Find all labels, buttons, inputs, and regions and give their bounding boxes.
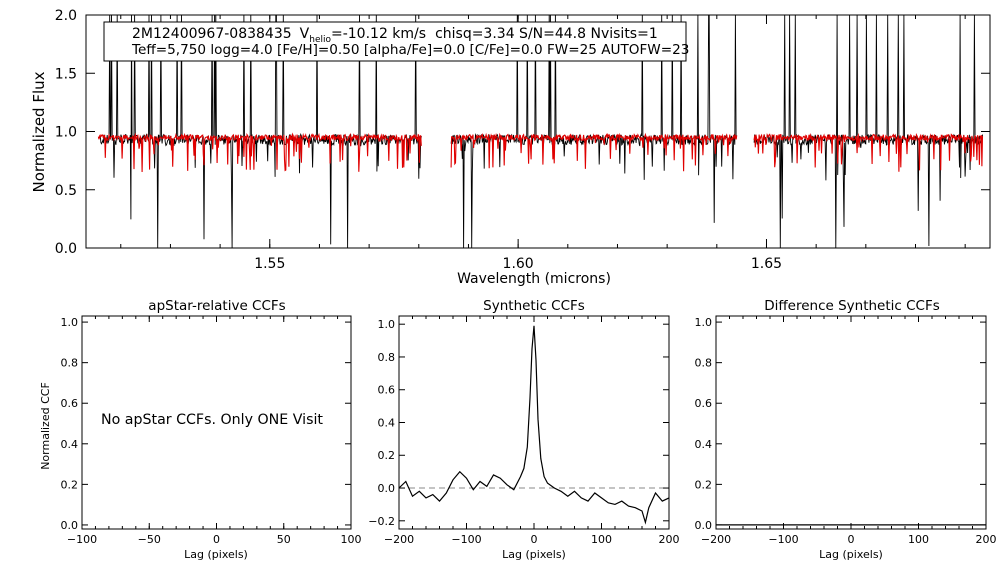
synthetic-ccf-x-axis-label: Lag (pixels) [502, 548, 566, 561]
y-tick-label: 0.0 [378, 482, 396, 495]
synthetic-ccf-series [398, 325, 670, 525]
synthetic-ccf-frame [398, 315, 670, 530]
y-tick-label: 0.8 [378, 351, 396, 364]
difference-ccf-ticks: −200 −100 0 100 200 0.0 0.2 0.4 0.6 0.8 1.0 [695, 316, 997, 546]
spectrum-y-tick-label: 0.5 [55, 183, 77, 199]
info-star-id: 2M12400967-0838435 [132, 26, 292, 42]
spectrum-x-tick-label: 1.60 [503, 256, 534, 272]
apstar-ccf-ticks: −100 −50 0 50 100 0.0 0.2 0.4 0.6 0.8 1.0 [61, 316, 362, 546]
x-tick-label: −200 [384, 533, 414, 546]
spectrum-y-axis-label: Normalized Flux [30, 71, 48, 192]
model-spectrum-chip-3 [753, 132, 984, 172]
y-tick-label: 0.0 [61, 519, 79, 532]
model-spectrum-chip-1 [97, 132, 422, 173]
apstar-ccf-x-axis-label: Lag (pixels) [184, 548, 248, 561]
apstar-ccf-y-axis-label: Normalized CCF [39, 382, 52, 470]
model-spectrum-chip-2 [450, 132, 738, 172]
spectrum-info-box: 2M12400967-0838435 Vhelio=-10.12 km/s chis… [103, 21, 689, 62]
spectrum-panel: 1.55 1.60 1.65 0.0 0.5 1.0 1.5 2.0 Wavelength … [30, 8, 991, 287]
x-tick-label: 200 [976, 533, 997, 546]
x-tick-label: 100 [908, 533, 929, 546]
spectrum-y-tick-label: 1.0 [55, 125, 77, 141]
x-tick-label: 0 [848, 533, 855, 546]
y-tick-label: 0.6 [378, 384, 396, 397]
apstar-ccf-annotation: No apStar CCFs. Only ONE Visit [101, 412, 323, 428]
y-tick-label: 0.0 [695, 519, 713, 532]
y-tick-label: 0.2 [61, 478, 79, 491]
x-tick-label: 200 [659, 533, 680, 546]
info-line-2: Teff=5,750 logg=4.0 [Fe/H]=0.50 [alpha/F… [131, 42, 689, 58]
x-tick-label: 50 [277, 533, 291, 546]
synthetic-ccf-ticks: −200 −100 0 100 200 −0.2 0.0 0.2 0.4 0.6 0.8 1.0 [368, 316, 680, 546]
info-box-frame [103, 21, 687, 62]
spectrum-series [97, 14, 984, 249]
info-line-1: 2M12400967-0838435 Vhelio=-10.12 km/s chis… [132, 26, 658, 45]
x-tick-label: 0 [531, 533, 538, 546]
y-tick-label: 0.4 [378, 416, 396, 429]
x-tick-label: −50 [138, 533, 161, 546]
x-tick-label: 100 [341, 533, 362, 546]
x-tick-label: 100 [591, 533, 612, 546]
apstar-ccf-title: apStar-relative CCFs [148, 298, 285, 314]
spectrum-y-tick-label: 0.0 [55, 241, 77, 257]
info-v-value: =-10.12 km/s [331, 26, 426, 42]
spectrum-y-ticks: 0.0 0.5 1.0 1.5 2.0 [55, 8, 990, 257]
y-tick-label: −0.2 [368, 515, 395, 528]
x-tick-label: −100 [768, 533, 798, 546]
y-tick-label: 0.4 [695, 438, 713, 451]
y-tick-label: 1.0 [695, 316, 713, 329]
spectrum-y-tick-label: 2.0 [55, 8, 77, 24]
spectrum-x-axis-label: Wavelength (microns) [457, 271, 611, 287]
y-tick-label: 0.2 [695, 478, 713, 491]
y-tick-label: 0.2 [378, 449, 396, 462]
info-v-prefix: V [300, 26, 310, 42]
difference-ccf-title: Difference Synthetic CCFs [764, 298, 940, 314]
difference-ccf-panel: Difference Synthetic CCFs −200 −100 0 100 20… [695, 298, 997, 561]
x-tick-label: −100 [67, 533, 97, 546]
info-stats: chisq=3.34 S/N=44.8 Nvisits=1 [435, 26, 658, 42]
y-tick-label: 0.8 [61, 357, 79, 370]
synthetic-ccf-title: Synthetic CCFs [483, 298, 585, 314]
y-tick-label: 0.8 [695, 357, 713, 370]
x-tick-label: −200 [701, 533, 731, 546]
y-tick-label: 0.6 [61, 397, 79, 410]
apstar-ccf-panel: apStar-relative CCFs −100 −50 0 50 100 0.0 0.2… [39, 298, 362, 561]
y-tick-label: 1.0 [378, 318, 396, 331]
info-v-subscript: helio [309, 35, 331, 45]
difference-ccf-x-axis-label: Lag (pixels) [819, 548, 883, 561]
spectrum-x-ticks: 1.55 1.60 1.65 [120, 15, 966, 272]
spectrum-x-tick-label: 1.55 [254, 256, 285, 272]
synthetic-ccf-panel: Synthetic CCFs −200 −100 0 100 200 −0.2 0.0 0.2… [368, 298, 679, 561]
y-tick-label: 0.4 [61, 438, 79, 451]
spectrum-y-tick-label: 1.5 [55, 66, 77, 82]
spectrum-x-tick-label: 1.65 [751, 256, 782, 272]
x-tick-label: 0 [213, 533, 220, 546]
x-tick-label: −100 [451, 533, 481, 546]
observed-spectrum-chip-3 [753, 14, 983, 249]
y-tick-label: 0.6 [695, 397, 713, 410]
difference-ccf-frame [715, 315, 987, 530]
y-tick-label: 1.0 [61, 316, 79, 329]
